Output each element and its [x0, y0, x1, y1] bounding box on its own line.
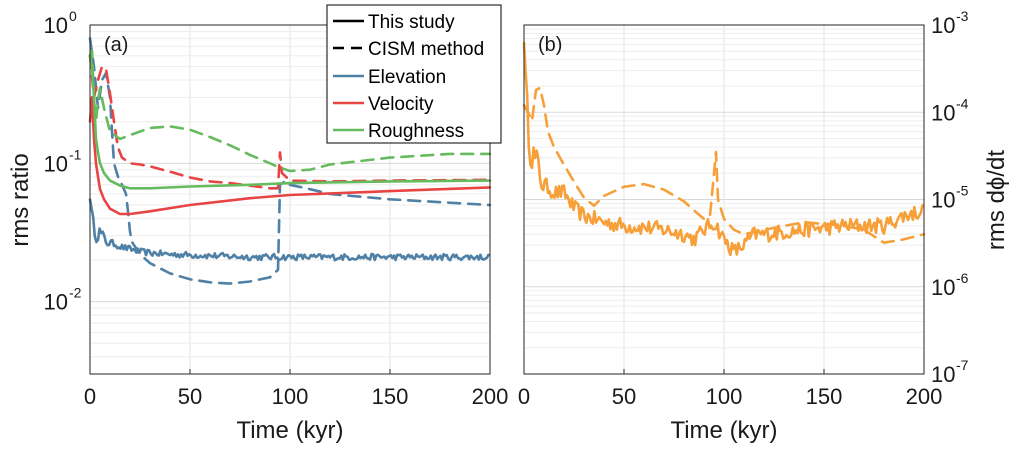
panel-b-series-d-dt-this-study — [522, 41, 924, 257]
panel-b-xtick-label: 200 — [906, 384, 943, 409]
panel-b-ytick-exp: -3 — [956, 8, 969, 24]
panel-a-ylabel: rms ratio — [7, 153, 34, 246]
panel-a-ytick-base: 10 — [44, 151, 68, 176]
panel-b-ytick-base: 10 — [931, 275, 955, 300]
legend-label-elevation: Elevation — [368, 67, 446, 88]
panel-b-xtick-label: 50 — [612, 384, 636, 409]
panel-b-ylabel: rms dϕ/dt — [983, 150, 1010, 250]
legend: This study CISM method Elevation Velocit… — [326, 4, 502, 144]
panel-a-ytick-label: 10 -1 — [44, 146, 82, 176]
panel-b-label: (b) — [538, 34, 562, 56]
legend-label-cism-method: CISM method — [368, 39, 484, 60]
panel-b-xlabel: Time (kyr) — [670, 417, 777, 444]
panel-a-ytick-base: 10 — [44, 290, 68, 315]
panel-a-ytick-exp: -2 — [69, 285, 82, 301]
panel-b-ytick-base: 10 — [931, 362, 955, 387]
panel-a-xlabel: Time (kyr) — [236, 417, 343, 444]
panel-b-ytick-exp: -6 — [956, 270, 969, 286]
panel-b-ytick-exp: -4 — [956, 95, 969, 111]
panel-b-ytick-exp: -7 — [956, 357, 969, 373]
panel-b-ytick-label: 10 -5 — [931, 183, 969, 213]
panel-a-series-elevation-this-study — [88, 198, 490, 262]
panel-a-xtick-label: 100 — [272, 384, 309, 409]
panel-a-series-roughness-cism-method — [88, 49, 492, 173]
panel-b-ytick-exp: -5 — [956, 183, 969, 199]
panel-b-ytick-label: 10 -4 — [931, 95, 969, 125]
panel-a-label: (a) — [104, 34, 128, 56]
panel-a-xtick-label: 200 — [472, 384, 509, 409]
panel-a-ytick-exp: -1 — [69, 146, 82, 162]
panel-a-xtick-label: 50 — [178, 384, 202, 409]
panel-a-xtick-label: 0 — [84, 384, 96, 409]
panel-b-series-d-dt-cism-method — [522, 86, 926, 244]
panel-b-ytick-base: 10 — [931, 13, 955, 38]
panel-b-xtick-label: 100 — [706, 384, 743, 409]
panel-a-xtick-label: 150 — [372, 384, 409, 409]
legend-label-roughness: Roughness — [368, 121, 464, 142]
legend-label-this-study: This study — [368, 12, 455, 33]
panel-a-ytick-exp: 0 — [69, 8, 77, 24]
panel-b-ytick-label: 10 -6 — [931, 270, 969, 300]
panel-b-xtick-label: 150 — [806, 384, 843, 409]
legend-label-velocity: Velocity — [368, 94, 434, 115]
panel-a-ytick-label: 10 -2 — [44, 285, 82, 315]
panel-a-series-velocity-cism-method — [88, 54, 492, 190]
panel-a-ytick-label: 10 0 — [44, 8, 77, 38]
panel-b-grid — [523, 25, 925, 375]
panel-b-ytick-label: 10 -3 — [931, 8, 969, 38]
panel-b-ytick-base: 10 — [931, 188, 955, 213]
panel-b-xtick-label: 0 — [518, 384, 530, 409]
panel-a-series-velocity-this-study — [88, 96, 492, 216]
panel-b-ytick-base: 10 — [931, 100, 955, 125]
legend-box — [326, 4, 502, 144]
panel-a-ytick-base: 10 — [44, 13, 68, 38]
panel-b-ytick-label: 10 -7 — [931, 357, 969, 387]
